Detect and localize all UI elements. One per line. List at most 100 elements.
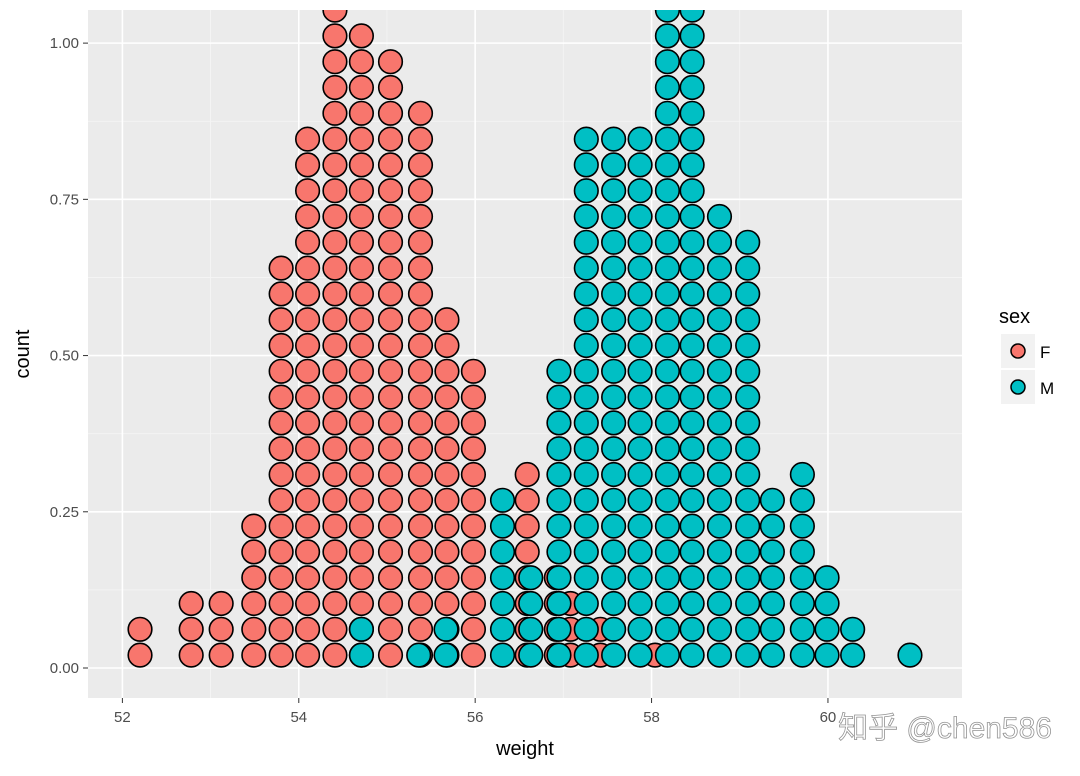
dot-F (377, 229, 404, 255)
dot-F (348, 255, 375, 281)
dot-M (489, 590, 516, 617)
dot-M (679, 126, 705, 152)
x-tick-label: 56 (467, 709, 484, 726)
x-axis-label: weight (495, 738, 554, 760)
dot-F (241, 565, 267, 591)
dot-F (322, 126, 348, 152)
dot-M (759, 513, 785, 539)
dot-F (178, 590, 204, 617)
dot-M (679, 23, 705, 49)
dot-M (735, 513, 761, 539)
dot-M (679, 513, 705, 539)
dot-F (407, 203, 434, 230)
dot-F (434, 332, 460, 359)
dot-M (573, 539, 599, 565)
dot-M (348, 642, 375, 668)
dot-M (706, 203, 733, 230)
dot-F (348, 229, 375, 255)
dot-F (295, 126, 321, 152)
dot-F (377, 255, 404, 281)
dot-F (348, 307, 375, 333)
dot-F (460, 642, 487, 668)
dot-M (840, 642, 866, 668)
dot-M (706, 436, 733, 462)
dot-M (627, 384, 653, 410)
dot-F (407, 358, 434, 384)
dot-F (434, 513, 460, 539)
dot-M (573, 461, 599, 488)
dot-M (679, 565, 705, 591)
dot-M (654, 49, 681, 75)
dot-M (735, 539, 761, 565)
dot-M (601, 590, 627, 617)
dot-M (735, 565, 761, 591)
dot-M (601, 152, 627, 178)
dot-M (573, 152, 599, 178)
dot-M (735, 616, 761, 642)
dot-F (407, 281, 434, 307)
y-tick-label: 1.00 (50, 35, 79, 52)
dot-M (406, 642, 432, 668)
dot-F (377, 358, 404, 384)
dot-M (759, 590, 785, 617)
dot-F (268, 487, 294, 513)
dot-F (322, 229, 348, 255)
dot-F (268, 539, 294, 565)
dot-F (348, 100, 375, 126)
dot-M (735, 384, 761, 410)
dot-M (627, 461, 653, 488)
dot-F (514, 461, 540, 488)
dot-F (377, 616, 404, 642)
dot-F (377, 565, 404, 591)
dot-M (897, 642, 923, 668)
dot-M (601, 616, 627, 642)
dot-F (407, 410, 434, 436)
dot-F (460, 539, 487, 565)
dot-M (601, 255, 627, 281)
dot-M (627, 616, 653, 642)
dot-M (627, 539, 653, 565)
dot-M (679, 152, 705, 178)
dot-M (840, 616, 866, 642)
dot-M (601, 642, 627, 668)
dot-F (460, 461, 487, 488)
dot-M (679, 461, 705, 488)
dot-M (759, 539, 785, 565)
dots-layer (127, 10, 923, 668)
dot-M (706, 358, 733, 384)
dot-M (573, 178, 599, 204)
dot-F (295, 152, 321, 178)
dot-M (573, 436, 599, 462)
dot-F (322, 10, 348, 23)
dot-F (377, 126, 404, 152)
dot-M (706, 281, 733, 307)
dot-M (433, 642, 459, 668)
dot-F (460, 590, 487, 617)
dot-M (573, 203, 599, 230)
dot-F (377, 461, 404, 488)
dot-F (178, 616, 204, 642)
dot-F (377, 513, 404, 539)
dot-M (706, 410, 733, 436)
legend-label-m: M (1040, 379, 1054, 398)
dot-F (127, 616, 153, 642)
dot-M (679, 100, 705, 126)
y-tick-label: 0.50 (50, 348, 79, 365)
dot-F (295, 616, 321, 642)
dot-M (814, 590, 840, 617)
dot-M (789, 461, 815, 488)
dot-F (322, 410, 348, 436)
x-tick-label: 52 (114, 709, 131, 726)
dot-M (518, 616, 544, 642)
dot-F (434, 436, 460, 462)
dot-F (322, 255, 348, 281)
dot-M (546, 642, 572, 668)
dot-F (348, 126, 375, 152)
dot-F (322, 461, 348, 488)
dot-F (268, 281, 294, 307)
dot-M (654, 126, 681, 152)
dot-F (295, 255, 321, 281)
dot-M (654, 539, 681, 565)
dot-M (679, 384, 705, 410)
dot-M (546, 513, 572, 539)
